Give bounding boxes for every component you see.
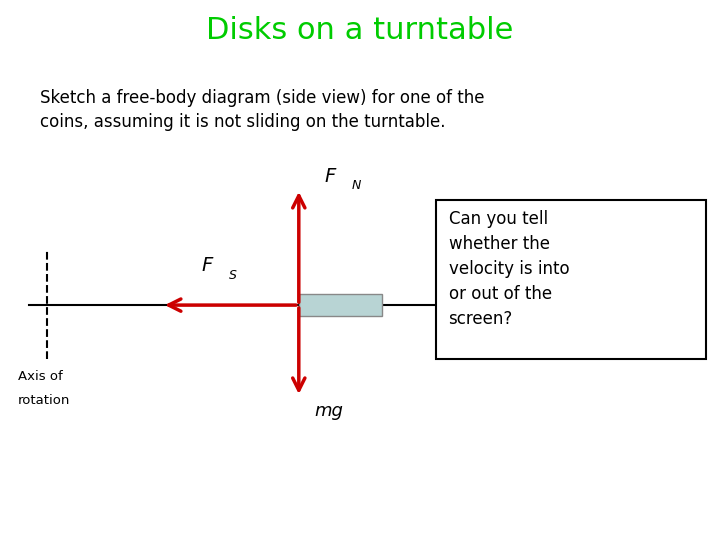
Text: rotation: rotation xyxy=(18,394,71,407)
Text: Sketch a free-body diagram (side view) for one of the: Sketch a free-body diagram (side view) f… xyxy=(40,89,484,107)
Text: Axis of: Axis of xyxy=(18,370,63,383)
Bar xyxy=(436,200,706,359)
Text: coins, assuming it is not sliding on the turntable.: coins, assuming it is not sliding on the… xyxy=(40,113,445,131)
Bar xyxy=(299,294,382,316)
Text: mg: mg xyxy=(315,402,343,420)
Text: F: F xyxy=(202,256,213,275)
Text: S: S xyxy=(229,269,237,282)
Text: Disks on a turntable: Disks on a turntable xyxy=(207,16,513,45)
Text: Can you tell
whether the
velocity is into
or out of the
screen?: Can you tell whether the velocity is int… xyxy=(449,210,570,328)
Text: F: F xyxy=(324,167,336,186)
Text: N: N xyxy=(351,179,361,192)
